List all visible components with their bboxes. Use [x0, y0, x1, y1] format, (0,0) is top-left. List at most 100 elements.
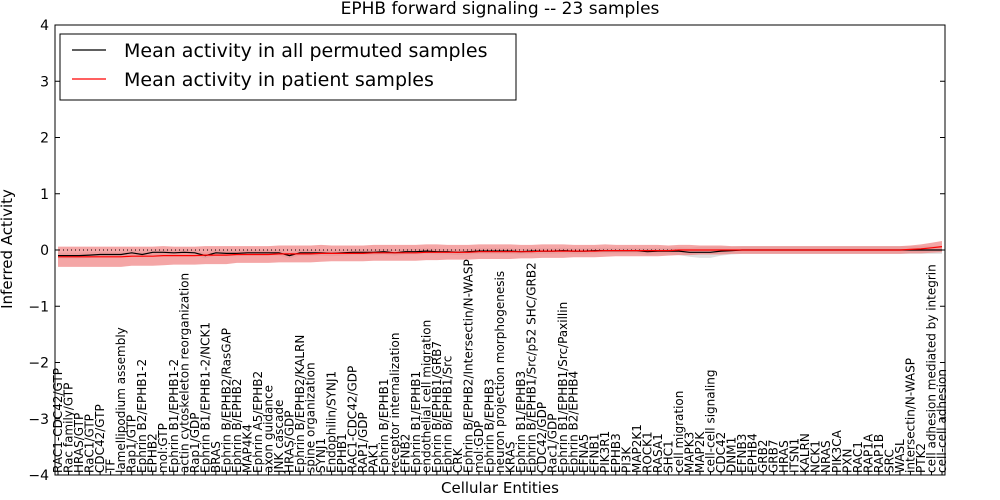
x-tick-label: RAP1/GDP	[356, 412, 370, 473]
x-tick-label: SHC1	[661, 440, 675, 473]
y-axis: −4 −3 −2 −1 0 1 2 3 4	[28, 18, 945, 484]
x-tick-label: Ephrin B/EPHB1/Src/p52 SHC/GRB2	[525, 262, 539, 473]
x-tick-label: RAP1A	[861, 433, 875, 473]
legend-box	[59, 33, 517, 101]
x-tick-label: EFNA5	[577, 434, 591, 473]
x-tick-label: ITSN1	[788, 438, 802, 473]
x-tick-label: receptor internalization	[388, 333, 402, 473]
legend-label-patient: Mean activity in patient samples	[124, 69, 434, 91]
x-tick-label: MAP2K1	[630, 424, 644, 473]
x-tick-label: SYNJ1	[314, 438, 328, 473]
x-tick-label: MAP4K4	[240, 424, 254, 473]
x-tick-label: Ephrin B/EPHB2	[230, 379, 244, 473]
x-tick-label: Rac family/GTP	[62, 383, 76, 473]
x-tick-label: ROCK1	[640, 431, 654, 473]
x-tick-label: EPHB2	[146, 433, 160, 473]
x-tick-label: NRAS	[819, 440, 833, 473]
series-lines	[58, 246, 943, 258]
x-tick-label: EPHB4	[746, 433, 760, 473]
y-axis-label: Inferred Activity	[0, 189, 16, 309]
chart-title: EPHB forward signaling -- 23 samples	[341, 0, 660, 19]
x-tick-label: Ephrin B/EPHB1	[377, 379, 391, 473]
x-tick-label: neuron projection morphogenesis	[493, 271, 507, 473]
x-tick-label: mol:GTP	[156, 423, 170, 473]
x-tick-label: EFNB1	[588, 434, 602, 473]
x-tick-label: PAK1	[367, 443, 381, 473]
x-tick-label: Ephrin B/EPHB3	[483, 379, 497, 473]
x-tick-label: GRB2	[756, 439, 770, 473]
x-tick-label: HRAS	[777, 440, 791, 473]
x-tick-label: CRK	[451, 447, 465, 473]
y-tick-label: 2	[40, 131, 49, 147]
x-tick-label: RAC1	[851, 441, 865, 473]
x-tick-label: CDC42/GDP	[535, 402, 549, 473]
x-tick-label: RASA1	[651, 433, 665, 473]
x-tick-label: mol:GDP	[472, 421, 486, 473]
x-tick-label: cell adhesion mediated by integrin	[925, 264, 939, 473]
x-tick-label: HRAS/GTP	[72, 413, 86, 473]
series-line-patient	[58, 246, 943, 258]
x-tick-label: GRB7	[767, 439, 781, 473]
x-tick-label: RAP1B	[872, 434, 886, 473]
x-tick-label: endothelial cell migration	[419, 320, 433, 473]
x-tick-label: Ephrin B2/EPHB1-2	[135, 359, 149, 473]
x-tick-label: KRAS	[504, 441, 518, 473]
x-tick-label: RAC1-CDC42/GDP	[346, 366, 360, 473]
x-tick-label: TF	[104, 459, 118, 474]
x-tick-label: Ephrin B/EPHB1/GRB7	[430, 341, 444, 473]
x-tick-label: intersectin/N-WASP	[903, 358, 917, 473]
x-tick-label: NCK1	[809, 440, 823, 473]
x-tick-label: Ephrin A5/EPHB2	[251, 371, 265, 473]
x-axis-label: Cellular Entities	[441, 479, 559, 497]
y-tick-label: −2	[28, 356, 49, 372]
y-tick-label: 0	[40, 243, 49, 259]
x-tick-label: CDC42	[714, 432, 728, 473]
x-tick-label: Ephrin B1/EPHB1-2/NCK1	[198, 322, 212, 473]
legend: Mean activity in all permuted samples Me…	[59, 33, 517, 101]
y-tick-label: −3	[28, 412, 49, 428]
x-tick-label: Ephrin B/EPHB2/Intersectin/N-WASP	[461, 259, 475, 473]
x-tick-label: JNK cascade	[272, 400, 286, 474]
x-tick-label: RAC1-CDC42/GTP	[51, 368, 65, 473]
x-tick-label: DNM1	[725, 437, 739, 473]
x-tick-label: KALRN	[798, 433, 812, 473]
x-tick-label: Endophilin/SYNJ1	[325, 371, 339, 473]
x-tick-label: Rac1/GDP	[546, 414, 560, 473]
x-tick-label: PIK3CA	[830, 429, 844, 473]
x-tick-label: WASL	[893, 439, 907, 473]
x-tick-label: SRC	[882, 449, 896, 473]
x-tick-label: lamellipodium assembly	[114, 327, 128, 473]
x-tick-label: BRAS	[209, 441, 223, 473]
x-tick-label: CDC42/GTP	[93, 404, 107, 473]
x-tick-label: EFNB3	[735, 434, 749, 473]
x-tick-label: HRAS/GDP	[283, 410, 297, 473]
x-tick-label: axon guidance	[262, 385, 276, 473]
x-tick-label: Ephrin B2/EPHB4	[567, 371, 581, 473]
y-tick-label: −1	[28, 299, 49, 315]
x-tick-label: Ephrin B1/EPHB1	[409, 371, 423, 473]
legend-label-permuted: Mean activity in all permuted samples	[124, 40, 487, 62]
x-tick-label: cell-cell signaling	[704, 370, 718, 474]
x-tick-label: Ephrin B/EPHB2/RasGAP	[219, 328, 233, 473]
x-tick-label: PXN	[840, 449, 854, 473]
x-tick-label: PI3K	[619, 446, 633, 473]
x-tick-label: Rap1/GTP	[125, 415, 139, 473]
x-tick-label: actin cytoskeleton reorganization	[177, 273, 191, 473]
y-tick-label: −4	[28, 468, 49, 484]
x-tick-label: PTK2	[914, 443, 928, 473]
x-tick-label: Ephrin B1/EPHB3	[514, 371, 528, 473]
x-tick-label: MAPK3	[682, 432, 696, 473]
x-tick-label: cell-cell adhesion	[935, 369, 949, 473]
y-tick-label: 4	[40, 18, 49, 34]
y-tick-label: 1	[40, 187, 49, 203]
band-patient	[58, 241, 942, 267]
x-tick-label: MAP2K	[693, 431, 707, 473]
x-tick-label: Ephrin B/EPHB2/KALRN	[293, 335, 307, 473]
x-tick-label: Rap1/GDP	[188, 413, 202, 474]
x-tick-label: Ephrin B/EPHB1/Src	[440, 356, 454, 473]
x-tick-label: Ephrin B1/EPHB1-2	[167, 359, 181, 473]
x-tick-label: EPHB3	[609, 433, 623, 473]
x-tick-label: EPHB1	[335, 433, 349, 473]
x-tick-label: cell migration	[672, 391, 686, 473]
